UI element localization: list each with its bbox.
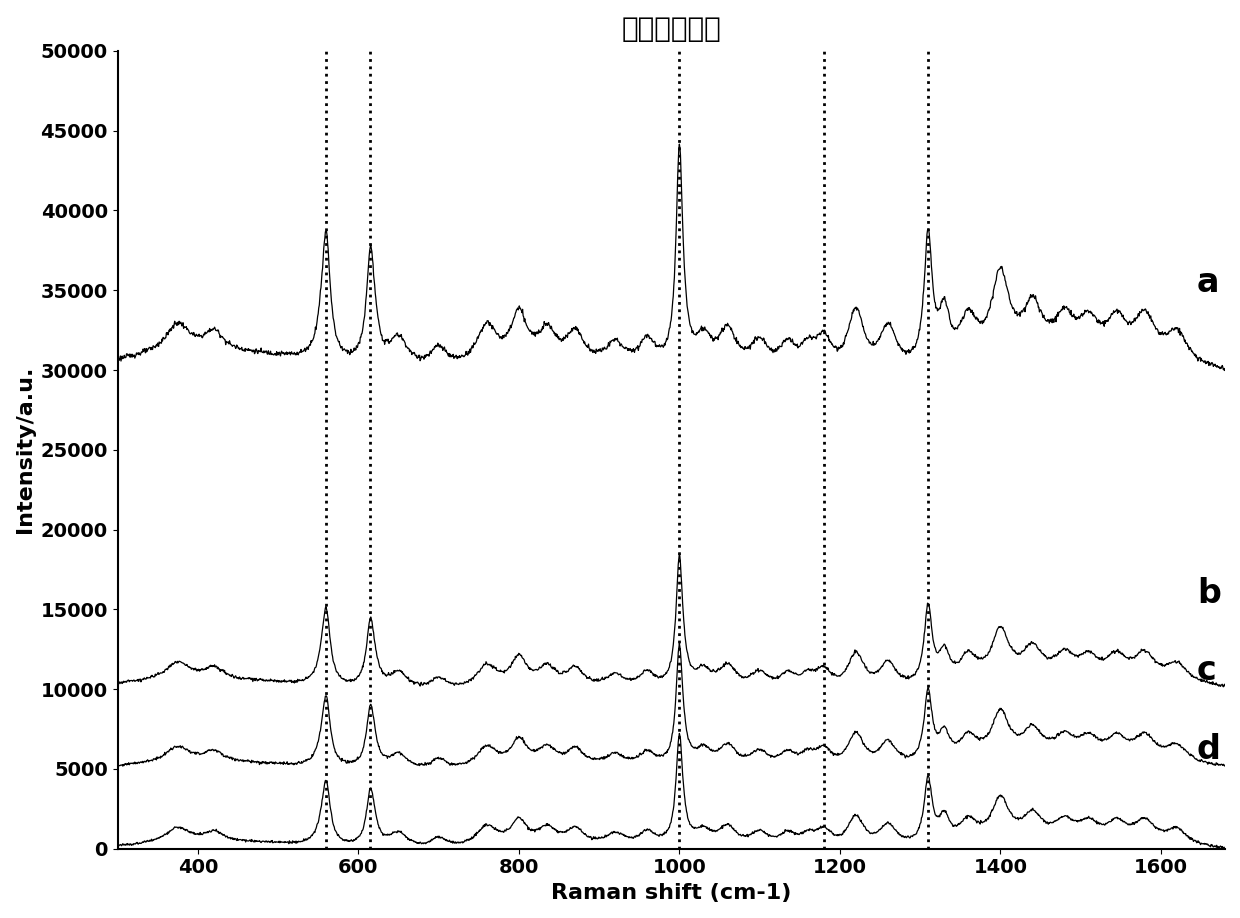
Text: b: b [1197,577,1221,610]
Text: c: c [1197,654,1216,687]
Title: 嘧霉胺特征峰: 嘧霉胺特征峰 [621,15,722,43]
Y-axis label: Intensity/a.u.: Intensity/a.u. [15,366,35,533]
X-axis label: Raman shift (cm-1): Raman shift (cm-1) [551,883,791,903]
Text: d: d [1197,733,1221,767]
Text: a: a [1197,265,1219,298]
